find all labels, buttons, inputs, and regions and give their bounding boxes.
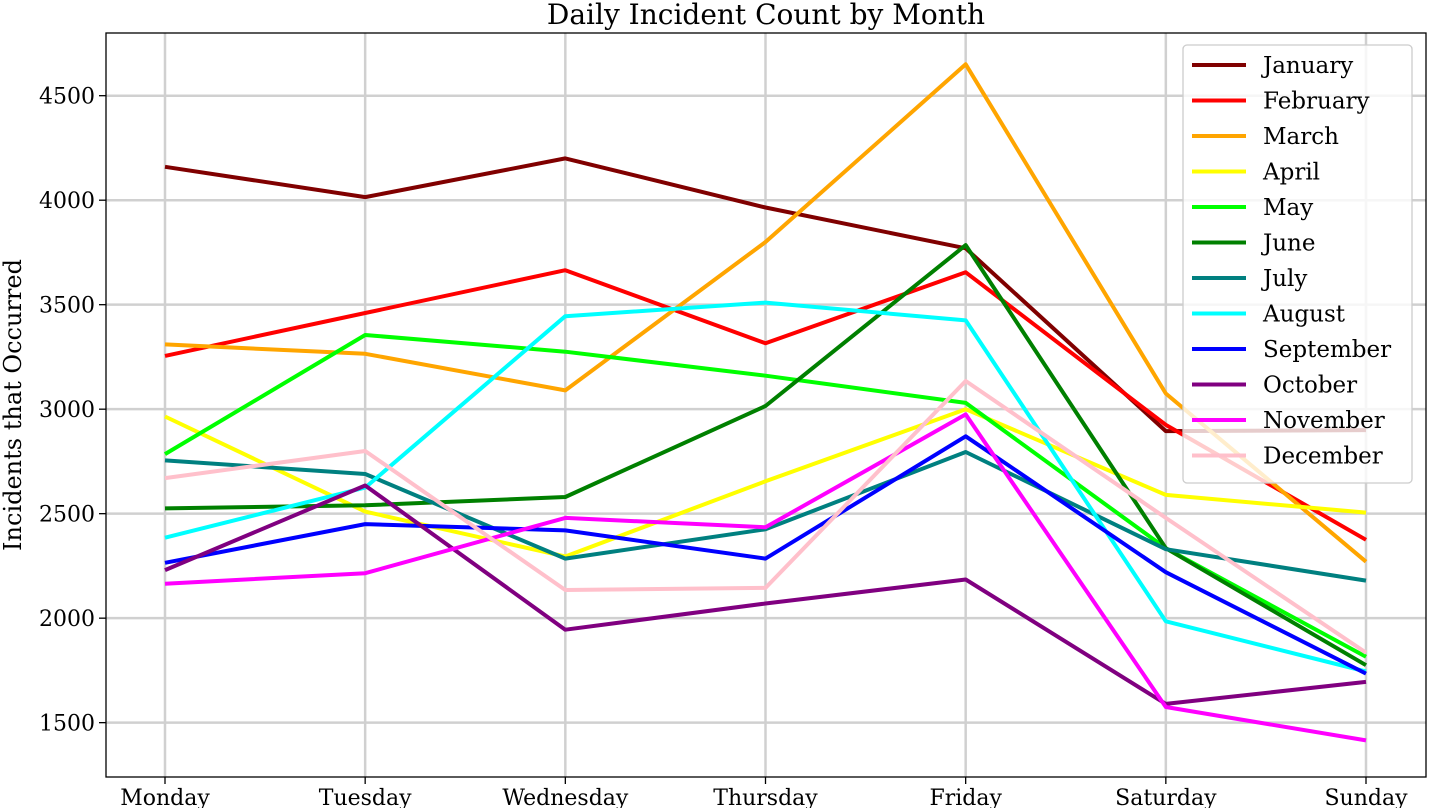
- legend-box: [1182, 44, 1413, 484]
- legend-label-december: December: [1263, 444, 1383, 470]
- legend-label-january: January: [1261, 53, 1353, 79]
- y-axis-label: Incidents that Occurred: [0, 259, 27, 551]
- y-tick-label: 2500: [39, 503, 95, 528]
- y-axis-ticks: 1500 2000 2500 3000 3500 4000 4500: [39, 85, 106, 737]
- y-tick-label: 3500: [39, 294, 95, 319]
- x-tick-label: Tuesday: [319, 786, 412, 808]
- legend-label-november: November: [1263, 408, 1385, 434]
- series-line-february: [164, 268, 1367, 542]
- x-tick-label: Friday: [929, 786, 1002, 808]
- legend-label-february: February: [1263, 89, 1370, 115]
- series-line-april: [164, 407, 1367, 559]
- y-tick-label: 4000: [39, 189, 95, 214]
- y-tick-label: 1500: [39, 712, 95, 737]
- series-lines: [163, 62, 1368, 743]
- legend-label-march: March: [1263, 124, 1339, 150]
- legend-label-may: May: [1263, 195, 1313, 221]
- x-tick-label: Sunday: [1324, 786, 1408, 808]
- legend: January February March April May June July Augu…: [1182, 44, 1413, 484]
- y-tick-label: 3000: [39, 398, 95, 423]
- legend-label-october: October: [1263, 373, 1357, 399]
- series-line-december: [164, 379, 1368, 655]
- legend-label-april: April: [1262, 160, 1320, 186]
- legend-label-september: September: [1263, 337, 1391, 363]
- series-line-november: [164, 412, 1367, 743]
- x-tick-label: Monday: [120, 786, 210, 808]
- y-tick-label: 4500: [39, 85, 95, 110]
- x-tick-label: Thursday: [713, 786, 818, 808]
- y-tick-label: 2000: [39, 607, 95, 632]
- chart-title: Daily Incident Count by Month: [547, 0, 985, 31]
- legend-label-august: August: [1262, 302, 1346, 328]
- legend-label-july: July: [1261, 266, 1307, 292]
- legend-label-june: June: [1261, 231, 1315, 257]
- x-axis-ticks: Monday Tuesday Wednesday Thursday Friday Satu…: [120, 777, 1408, 808]
- x-tick-label: Saturday: [1115, 786, 1217, 808]
- series-line-september: [164, 434, 1367, 676]
- series-line-january: [164, 156, 1367, 434]
- x-tick-label: Wednesday: [502, 786, 629, 808]
- series-line-march: [164, 62, 1368, 564]
